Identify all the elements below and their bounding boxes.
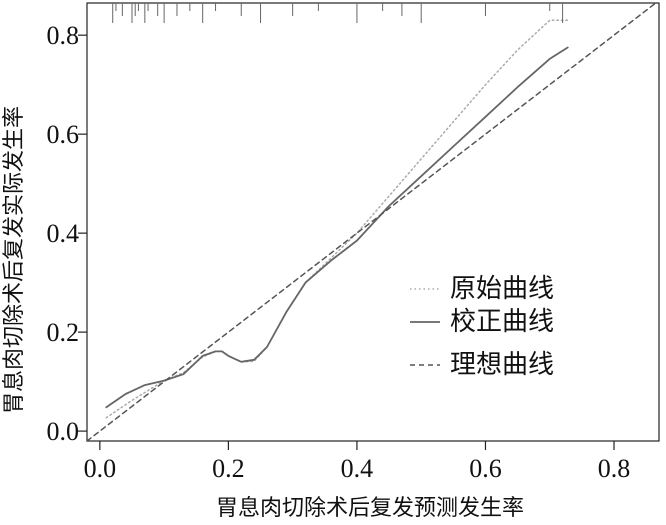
series-line-2 [105,46,569,409]
axis-layer: 0.0 0.2 0.4 0.6 0.8 0.0 0.2 0.4 0.6 0.8 [47,21,631,483]
x-tick-label: 0.8 [598,454,631,483]
y-axis-title: 胃息肉切除术后复发实际发生率 [2,106,27,414]
series-layer [87,3,657,441]
legend-label-3: 理想曲线 [450,350,554,380]
y-tick-label: 0.6 [47,120,80,149]
plot-border [86,2,660,442]
x-tick-label: 0.0 [84,454,117,483]
legend-label-2: 校正曲线 [450,307,554,337]
series-line-3 [87,3,657,441]
x-tick-label: 0.4 [341,454,374,483]
y-tick-label: 0.4 [47,219,80,248]
x-tick-label: 0.6 [469,454,502,483]
y-tick-label: 0.0 [47,417,80,446]
x-tick-label: 0.2 [212,454,245,483]
plot-frame [86,2,660,442]
y-tick-label: 0.8 [47,21,80,50]
y-tick-label: 0.2 [47,318,80,347]
legend-label-1: 原始曲线 [450,274,554,304]
x-axis-title: 胃息肉切除术后复发预测发生率 [216,496,524,521]
rug-layer [112,3,564,23]
